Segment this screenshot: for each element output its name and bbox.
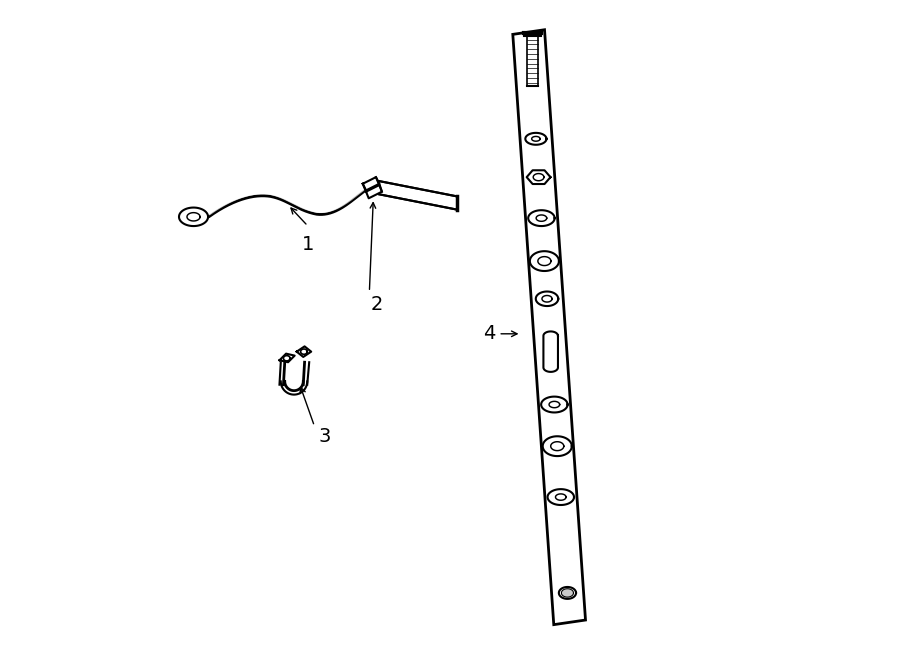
Text: 4: 4	[483, 325, 496, 343]
Polygon shape	[379, 181, 456, 210]
Text: 2: 2	[371, 295, 383, 313]
Polygon shape	[562, 589, 573, 597]
Text: 1: 1	[302, 235, 314, 254]
Text: 3: 3	[319, 427, 330, 446]
